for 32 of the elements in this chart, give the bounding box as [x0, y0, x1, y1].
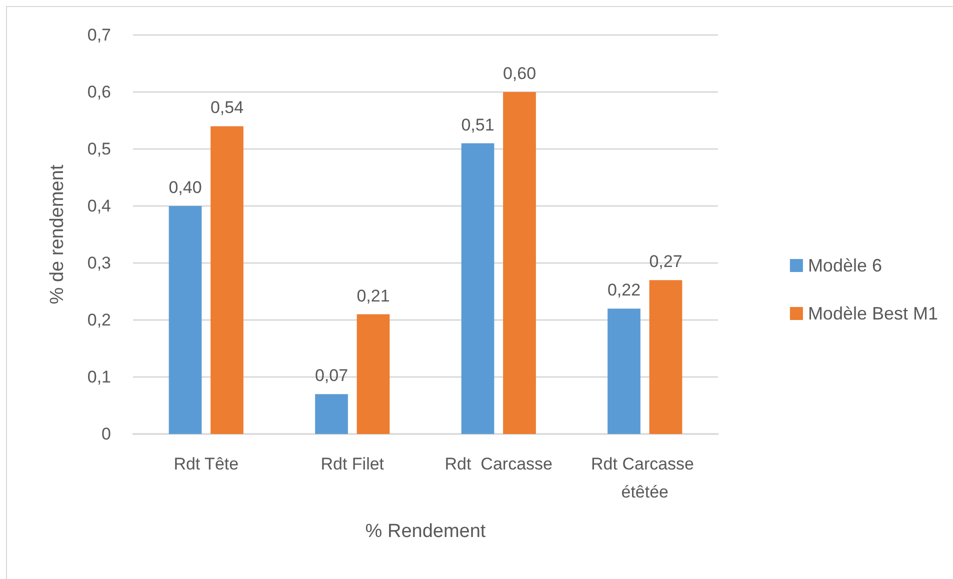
- y-tick-label: 0,4: [87, 196, 111, 216]
- y-tick-label: 0,6: [87, 82, 111, 102]
- bar: [608, 308, 640, 434]
- data-label: 0,07: [314, 366, 348, 386]
- x-tick-label: Rdt Carcasse: [444, 454, 552, 474]
- y-tick-label: 0,5: [87, 140, 111, 158]
- y-tick-label: 0,3: [87, 254, 111, 272]
- x-tick-label: Rdt Tête: [174, 454, 239, 474]
- y-tick-label: 0,2: [87, 310, 111, 330]
- x-tick-label: Rdt Carcasse étêtée: [591, 454, 699, 502]
- legend-label: Modèle Best M1: [808, 304, 938, 324]
- legend-label: Modèle 6: [808, 256, 882, 276]
- data-label: 0,60: [502, 64, 536, 83]
- bar: [356, 314, 390, 434]
- y-tick-label: 0,7: [87, 26, 111, 44]
- data-label: 0,51: [461, 115, 494, 134]
- data-label: 0,40: [168, 178, 202, 197]
- bar: [315, 394, 348, 434]
- x-tick-label: Rdt Filet: [320, 454, 384, 474]
- x-axis-title: % Rendement: [365, 521, 486, 542]
- bar: [649, 280, 682, 434]
- bar: [168, 206, 202, 434]
- data-label: 0,21: [356, 286, 390, 306]
- data-label: 0,27: [649, 252, 682, 272]
- bar: [503, 92, 536, 434]
- y-tick-label: 0: [102, 424, 111, 444]
- data-label: 0,22: [607, 280, 641, 300]
- y-axis-title: % de rendement: [47, 164, 68, 304]
- y-tick-label: 0,1: [87, 368, 111, 386]
- bar: [461, 143, 494, 434]
- data-label: 0,54: [210, 98, 244, 118]
- bar: [210, 126, 244, 434]
